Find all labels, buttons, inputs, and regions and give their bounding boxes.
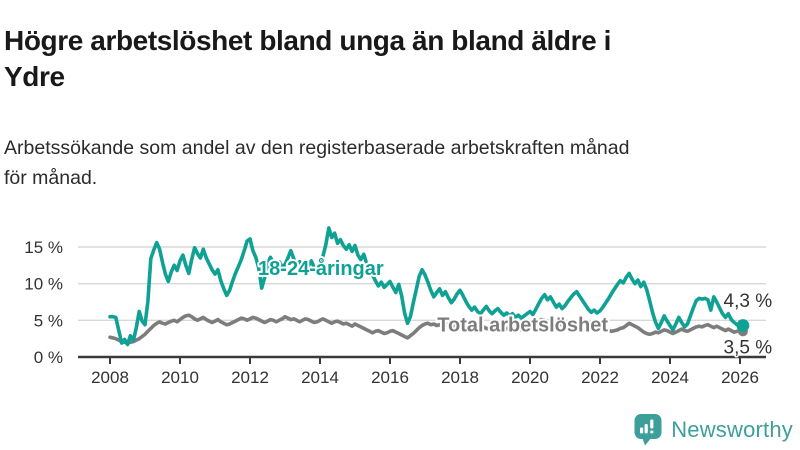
x-axis-tick-label: 2016: [371, 368, 409, 387]
series-end-dot-18-24-åringar: [736, 319, 750, 332]
subtitle-line-2: för månad.: [4, 166, 98, 189]
x-axis-tick-label: 2024: [651, 368, 689, 387]
subtitle-line-1: Arbetssökande som andel av den registerb…: [4, 136, 630, 159]
end-value-label: 4,3 %: [724, 291, 773, 312]
logo-exclamation-bar: [650, 419, 654, 429]
chart-subtitle: Arbetssökande som andel av den registerb…: [4, 133, 784, 193]
newsworthy-logo-icon: [634, 414, 662, 446]
brand-name: Newsworthy: [671, 416, 793, 442]
x-axis-tick-label: 2020: [511, 368, 549, 387]
y-axis-tick-label: 10 %: [24, 275, 63, 294]
title-line-2: Ydre: [4, 60, 65, 92]
y-axis-tick-label: 15 %: [24, 238, 63, 257]
end-value-label: 3,5 %: [724, 338, 773, 359]
page-title: Högre arbetslöshet bland unga än bland ä…: [4, 23, 759, 95]
x-axis-tick-label: 2022: [581, 368, 619, 387]
x-axis-tick-label: 2008: [91, 368, 129, 387]
y-axis-tick-label: 0 %: [34, 348, 63, 367]
title-line-1: Högre arbetslöshet bland unga än bland ä…: [4, 24, 612, 56]
x-axis-tick-label: 2026: [721, 368, 759, 387]
unemployment-line-chart: 0 % 5 % 10 % 15 % 2008 2010 2012 2014 2016 2018 20…: [24, 226, 774, 387]
series-line-Total arbetslöshet: [108, 313, 745, 345]
logo-exclamation-dot: [650, 430, 654, 434]
x-axis-tick-label: 2014: [301, 368, 339, 387]
x-axis-tick-label: 2018: [441, 368, 479, 387]
series-label: 18-24-åringar: [258, 257, 384, 280]
series-label: Total arbetslöshet: [437, 314, 608, 336]
logo-bar-tall: [644, 424, 648, 434]
y-axis-tick-label: 5 %: [34, 311, 63, 330]
newsworthy-logo[interactable]: Newsworthy: [633, 413, 793, 446]
logo-bar-short: [640, 427, 644, 434]
x-axis-tick-label: 2012: [231, 368, 269, 387]
series-line-18-24-åringar: [108, 226, 745, 347]
x-axis-tick-label: 2010: [161, 368, 199, 387]
